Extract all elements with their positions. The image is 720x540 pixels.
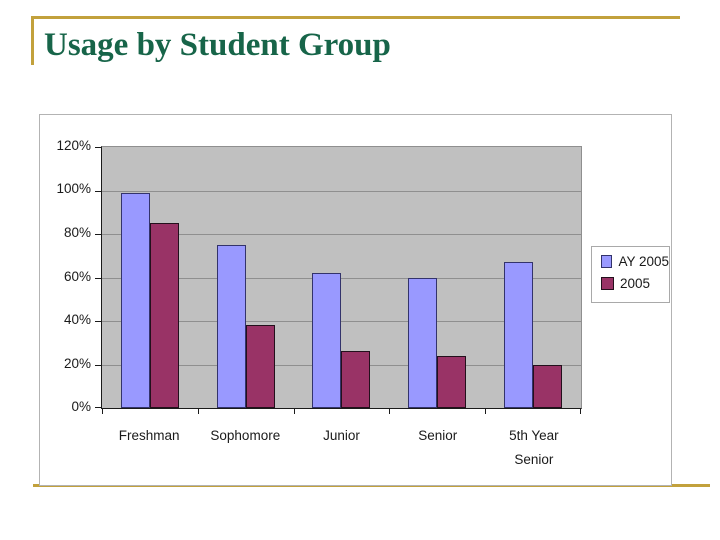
x-label-text: Junior	[323, 428, 360, 443]
y-axis-tick	[95, 364, 101, 366]
y-axis-tick	[95, 234, 101, 235]
legend-label: 2005	[620, 276, 651, 291]
legend-swatch-icon	[601, 277, 614, 290]
legend-item-2005: 2005	[601, 276, 669, 291]
x-label-sophomore: Sophomore	[197, 424, 293, 472]
y-tick-label: 0%	[71, 399, 91, 414]
x-axis-labels: Freshman Sophomore Junior Senior 5th Year Se…	[101, 424, 582, 472]
bar-ay-2005-junior	[312, 273, 342, 408]
y-tick-label: 60%	[63, 268, 91, 284]
x-axis-tick	[580, 409, 581, 414]
x-label-senior: Senior	[390, 424, 486, 472]
top-accent-line	[31, 16, 680, 19]
y-axis-tick	[95, 147, 101, 148]
bar-ay-2005-sophomore	[216, 244, 246, 408]
plot-area	[95, 146, 582, 414]
x-axis-tick	[389, 409, 391, 414]
y-axis-tick	[95, 277, 101, 279]
x-label-freshman: Freshman	[101, 424, 197, 472]
y-axis-tick	[95, 190, 101, 192]
x-axis-tick	[293, 409, 295, 414]
slide-title: Usage by Student Group	[44, 27, 391, 63]
bar-ay-2005-freshman	[120, 192, 150, 408]
x-label-text: Freshman	[118, 428, 180, 443]
x-label-junior: Junior	[293, 424, 389, 472]
y-axis-tick	[95, 321, 101, 322]
bar-group-sophomore	[198, 147, 294, 408]
x-axis-tick	[485, 409, 487, 414]
gridline	[102, 234, 581, 235]
x-axis-tick	[102, 409, 103, 414]
y-tick-label: 80%	[63, 224, 91, 240]
bar-2005-junior	[341, 351, 371, 408]
bar-group-5th-year-senior	[485, 147, 581, 408]
legend: AY 2005 2005	[591, 246, 670, 303]
y-tick-label: 20%	[63, 355, 91, 371]
x-axis-tick	[197, 409, 199, 414]
bar-group-senior	[389, 147, 485, 408]
usage-chart: 120% 100% 80% 60% 40% 20% 0% Freshman Sophomore…	[39, 114, 672, 486]
legend-item-ay-2005: AY 2005	[601, 254, 669, 269]
legend-label: AY 2005	[618, 254, 669, 269]
bar-group-freshman	[102, 147, 198, 408]
bar-ay-2005-5th-year-senior	[504, 262, 534, 408]
bar-ay-2005-senior	[408, 277, 438, 408]
left-accent-line	[31, 16, 34, 65]
gridline	[102, 277, 581, 279]
y-tick-label: 100%	[56, 181, 91, 197]
bar-2005-senior	[437, 355, 467, 408]
x-label-text: Senior	[418, 428, 458, 443]
x-label-text: Sophomore	[210, 428, 281, 443]
gridline	[102, 190, 581, 192]
bar-2005-5th-year-senior	[533, 364, 563, 408]
y-tick-label: 120%	[56, 138, 91, 153]
gridline	[102, 321, 581, 322]
bar-2005-freshman	[149, 223, 179, 408]
x-label-5th-year-senior: 5th Year Senior	[486, 424, 582, 472]
y-axis-tick	[95, 407, 101, 408]
bar-group-junior	[294, 147, 390, 408]
x-label-text: 5th Year Senior	[509, 428, 559, 467]
y-tick-label: 40%	[63, 311, 91, 327]
y-axis-labels: 120% 100% 80% 60% 40% 20% 0%	[40, 138, 91, 414]
bar-2005-sophomore	[245, 325, 275, 408]
legend-swatch-icon	[601, 255, 613, 268]
